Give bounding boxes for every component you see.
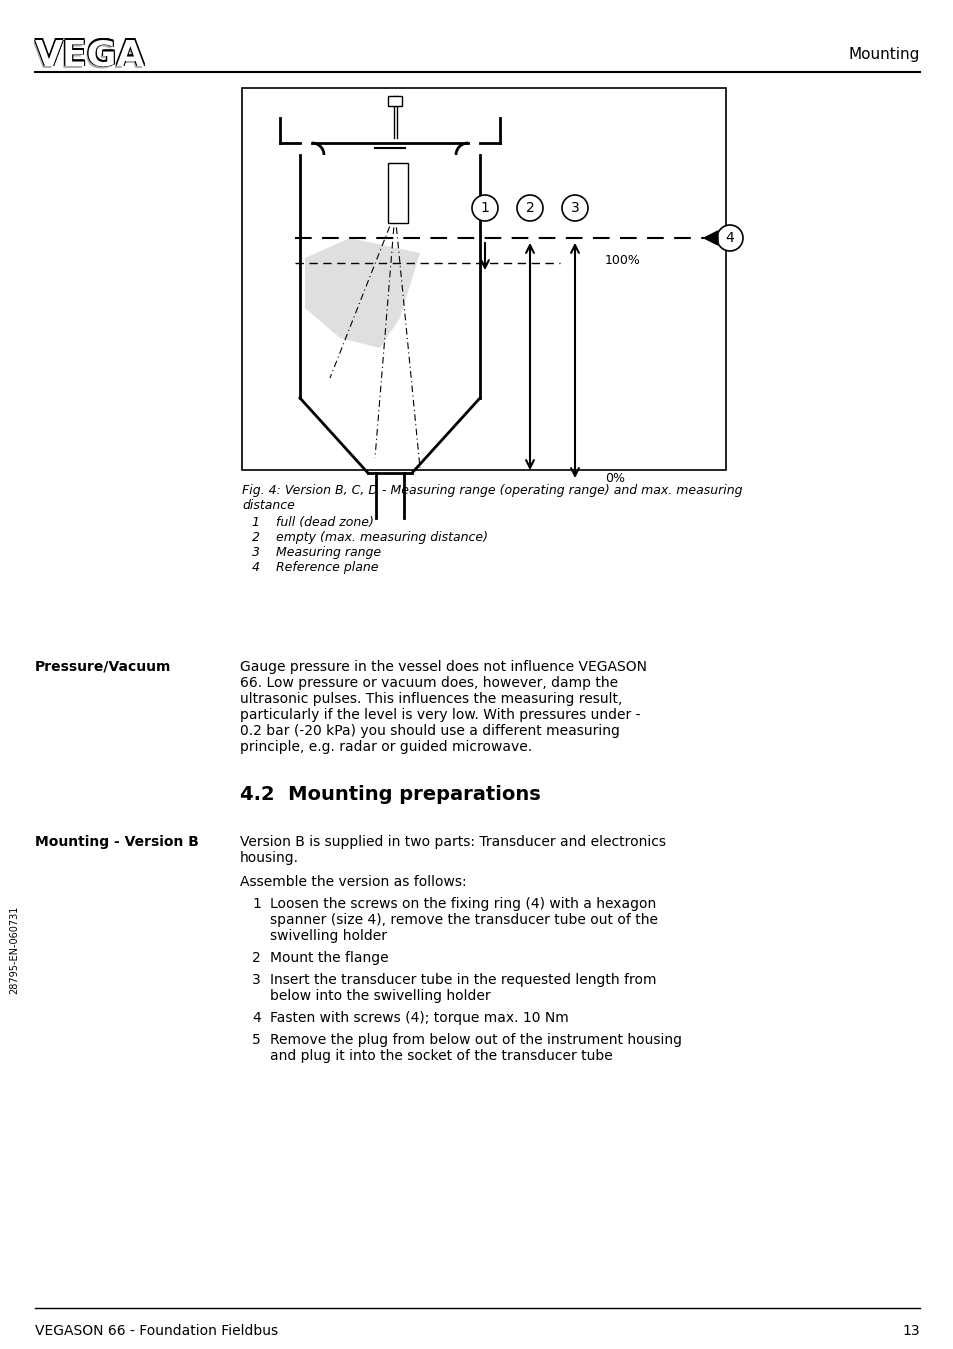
Text: Fasten with screws (4); torque max. 10 Nm: Fasten with screws (4); torque max. 10 N…	[270, 1010, 568, 1025]
Text: 1: 1	[480, 201, 489, 214]
Text: Version B is supplied in two parts: Transducer and electronics: Version B is supplied in two parts: Tran…	[240, 835, 665, 849]
Text: 3: 3	[252, 973, 260, 987]
Text: particularly if the level is very low. With pressures under -: particularly if the level is very low. W…	[240, 708, 639, 722]
Text: Remove the plug from below out of the instrument housing: Remove the plug from below out of the in…	[270, 1033, 681, 1047]
Text: distance: distance	[242, 499, 294, 513]
Text: 13: 13	[902, 1323, 919, 1338]
Polygon shape	[703, 231, 718, 246]
Text: VEGASON 66 - Foundation Fieldbus: VEGASON 66 - Foundation Fieldbus	[35, 1323, 278, 1338]
Circle shape	[717, 225, 742, 251]
Text: 2    empty (max. measuring distance): 2 empty (max. measuring distance)	[252, 532, 488, 544]
Text: VEGA: VEGA	[35, 38, 145, 71]
Text: Assemble the version as follows:: Assemble the version as follows:	[240, 876, 466, 889]
Text: Gauge pressure in the vessel does not influence VEGASON: Gauge pressure in the vessel does not in…	[240, 660, 646, 674]
Text: 1: 1	[252, 897, 260, 911]
Text: VEGA: VEGA	[35, 38, 145, 71]
Polygon shape	[305, 237, 419, 348]
Text: housing.: housing.	[240, 851, 298, 865]
Bar	[242, 88, 725, 469]
Bar	[388, 96, 401, 107]
Text: 3    Measuring range: 3 Measuring range	[252, 546, 381, 558]
Text: Mount the flange: Mount the flange	[270, 951, 388, 965]
Circle shape	[472, 196, 497, 221]
Text: ultrasonic pulses. This influences the measuring result,: ultrasonic pulses. This influences the m…	[240, 692, 621, 706]
Circle shape	[561, 196, 587, 221]
Text: 100%: 100%	[604, 255, 640, 267]
Text: below into the swivelling holder: below into the swivelling holder	[270, 989, 490, 1004]
Text: 4: 4	[725, 231, 734, 246]
Text: Loosen the screws on the fixing ring (4) with a hexagon: Loosen the screws on the fixing ring (4)…	[270, 897, 656, 911]
Text: Insert the transducer tube in the requested length from: Insert the transducer tube in the reques…	[270, 973, 656, 987]
Text: VEGA: VEGA	[34, 39, 144, 73]
Text: VEGA: VEGA	[36, 36, 146, 71]
Circle shape	[517, 196, 542, 221]
Text: spanner (size 4), remove the transducer tube out of the: spanner (size 4), remove the transducer …	[270, 913, 658, 927]
Text: VEGA: VEGA	[35, 39, 145, 73]
Text: 5: 5	[252, 1033, 260, 1047]
Text: principle, e.g. radar or guided microwave.: principle, e.g. radar or guided microwav…	[240, 741, 532, 754]
Text: 0%: 0%	[604, 472, 624, 484]
Text: VEGA: VEGA	[33, 40, 143, 74]
Text: Pressure/Vacuum: Pressure/Vacuum	[35, 660, 172, 674]
Text: 2: 2	[525, 201, 534, 214]
Text: VEGA: VEGA	[36, 39, 146, 73]
Text: 1    full (dead zone): 1 full (dead zone)	[252, 517, 374, 529]
Text: 2: 2	[252, 951, 260, 965]
Text: 66. Low pressure or vacuum does, however, damp the: 66. Low pressure or vacuum does, however…	[240, 676, 618, 689]
Text: Mounting: Mounting	[848, 47, 919, 62]
Text: 4: 4	[252, 1010, 260, 1025]
Text: and plug it into the socket of the transducer tube: and plug it into the socket of the trans…	[270, 1050, 612, 1063]
Text: 0.2 bar (-20 kPa) you should use a different measuring: 0.2 bar (-20 kPa) you should use a diffe…	[240, 724, 619, 738]
Text: swivelling holder: swivelling holder	[270, 929, 387, 943]
Bar	[388, 163, 408, 223]
Text: 4    Reference plane: 4 Reference plane	[252, 561, 378, 575]
Text: 28795-EN-060731: 28795-EN-060731	[9, 905, 19, 994]
Text: VEGA: VEGA	[36, 38, 146, 71]
Text: 3: 3	[570, 201, 578, 214]
Text: Mounting - Version B: Mounting - Version B	[35, 835, 198, 849]
Text: VEGA: VEGA	[34, 36, 144, 71]
Text: VEGA: VEGA	[34, 38, 144, 71]
Text: 4.2  Mounting preparations: 4.2 Mounting preparations	[240, 785, 540, 804]
Text: Fig. 4: Version B, C, D - Measuring range (operating range) and max. measuring: Fig. 4: Version B, C, D - Measuring rang…	[242, 484, 741, 496]
Text: VEGA: VEGA	[35, 36, 145, 71]
